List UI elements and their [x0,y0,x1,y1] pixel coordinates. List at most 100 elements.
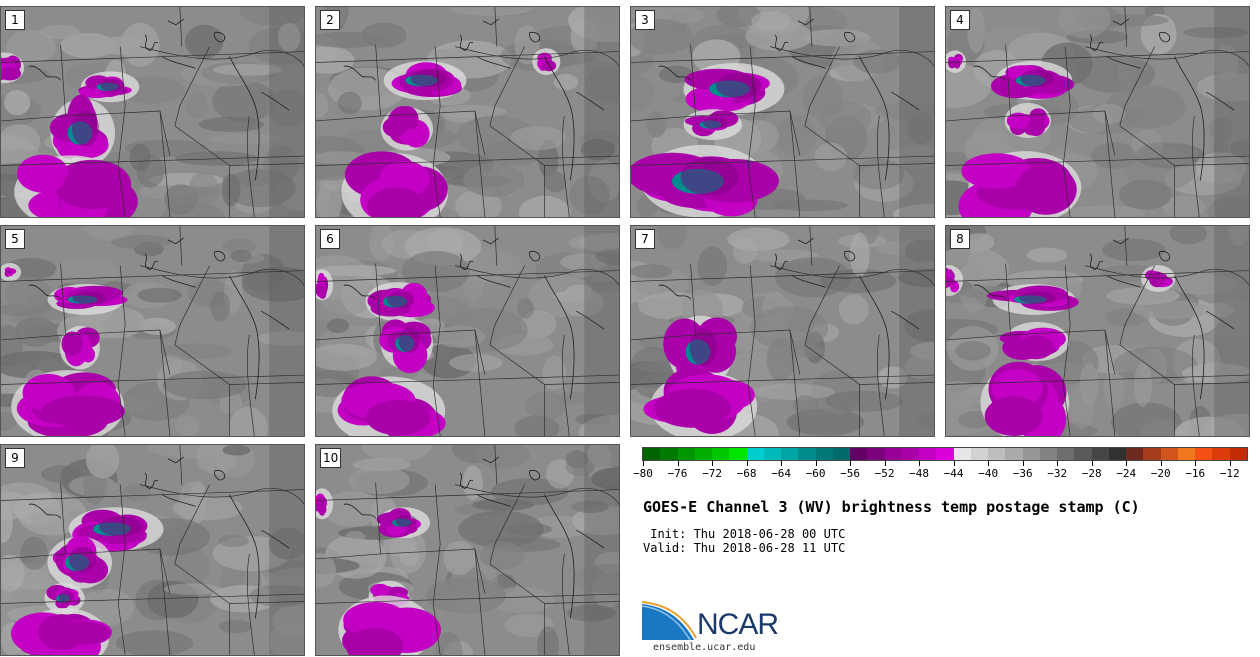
coastline [161,56,196,69]
wv-texture [458,510,544,548]
wv-texture [162,370,248,400]
coastline [459,472,474,490]
state-border [631,155,934,166]
wv-texture [1075,55,1156,93]
wv-texture [1211,138,1229,157]
state-border [179,226,183,266]
wv-texture [893,203,934,217]
wv-texture [175,415,200,436]
colorbar-tick-label: −12 [1219,467,1240,480]
blob-part [345,627,404,655]
state-border [316,44,381,122]
cold-cloud-blob [947,53,963,69]
state-border [159,329,171,436]
wv-texture [435,631,463,655]
state-border [1084,46,1249,67]
wv-texture [389,528,427,574]
wv-texture [820,268,897,293]
wv-texture [568,234,619,251]
state-border [474,548,486,655]
colorbar-segment [677,448,695,460]
coastline [459,253,474,271]
cold-cloud-blob [316,493,328,516]
wv-texture [186,92,208,118]
colorbar-segment [1195,448,1213,460]
wv-texture [1068,105,1139,135]
colorbar-segment [919,448,937,460]
colorbar-tick [677,461,679,466]
colorbar-segment [815,448,833,460]
wv-texture [218,534,250,548]
wv-texture [189,480,208,523]
colorbar-tick [815,461,817,466]
wv-texture [316,46,355,74]
state-border [544,163,619,166]
coastline [791,275,826,288]
state-border [246,115,255,217]
wv-texture [54,258,120,286]
wv-texture [578,414,619,436]
coastline [1112,18,1130,26]
wv-texture [852,158,905,190]
wv-texture [316,343,377,371]
cold-cloud-blob [17,154,138,217]
wv-texture [1194,152,1247,184]
wv-texture [230,249,252,263]
coastline [529,469,541,481]
blob-part [715,73,762,99]
wv-texture [584,226,619,436]
wv-texture [84,226,136,240]
blob-part [1020,69,1054,88]
cold-cloud-blob [1006,108,1050,137]
wv-texture [221,173,241,207]
wv-texture [316,182,343,217]
wv-texture [443,109,479,123]
wv-texture [122,483,152,501]
wv-texture [149,172,224,188]
blob-part [71,110,100,147]
colorbar-segment [850,448,868,460]
colorbar-segment [901,448,919,460]
blob-part [6,268,13,274]
coastline [476,275,511,288]
colorbar-tick-label: −32 [1047,467,1068,480]
coastline [1106,56,1141,69]
stamp-label: 3 [635,10,655,30]
wv-texture [751,383,835,400]
wv-texture [449,353,503,372]
wv-map [946,226,1249,436]
state-border [804,46,840,126]
postage-stamp-6: 6 [315,225,620,437]
colorbar-segment [1229,448,1247,460]
wv-texture [898,268,934,288]
wv-texture [1093,103,1126,124]
blob-part [100,78,125,92]
wv-texture [1208,116,1234,142]
cold-cloud-blob [61,327,100,367]
blob-part [1,66,22,81]
wv-texture [1,411,17,431]
wv-texture [137,287,182,303]
state-border [1062,46,1071,217]
colorbar-tick [746,461,748,466]
coastline [1159,250,1171,262]
wv-texture [514,415,560,436]
wv-map [1,226,304,436]
wv-texture [434,325,485,348]
state-border [1124,7,1128,47]
colorbar-segment [832,448,850,460]
wv-texture [786,408,865,436]
wv-texture [1214,226,1249,436]
wv-texture [571,563,619,594]
wv-texture [570,19,599,54]
colorbar-tick-label: −44 [943,467,964,480]
postage-stamp-3: 3 [630,6,935,218]
blob-part [398,327,420,353]
state-border [695,110,801,156]
coastline [891,310,920,330]
coastline [214,250,226,262]
coastline [1106,275,1141,288]
stamp-label: 2 [320,10,340,30]
wv-texture [479,540,525,570]
state-border [174,484,210,564]
